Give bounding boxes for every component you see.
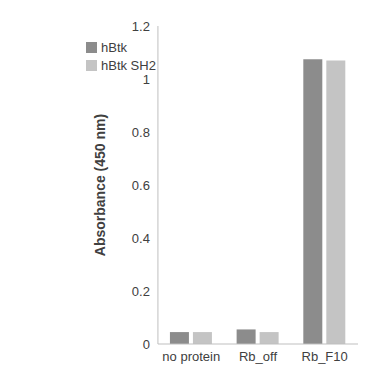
svg-text:1: 1 xyxy=(143,72,150,87)
svg-text:0.6: 0.6 xyxy=(132,178,150,193)
svg-text:0.2: 0.2 xyxy=(132,284,150,299)
svg-text:0.8: 0.8 xyxy=(132,125,150,140)
svg-text:0: 0 xyxy=(143,337,150,352)
svg-text:Absorbance (450 nm): Absorbance (450 nm) xyxy=(92,114,108,256)
svg-text:no protein: no protein xyxy=(162,349,220,364)
svg-text:0.4: 0.4 xyxy=(132,231,150,246)
svg-text:Rb_F10: Rb_F10 xyxy=(302,349,348,364)
html-text:hBtk: hBtk xyxy=(101,40,127,55)
svg-text:1.2: 1.2 xyxy=(132,19,150,34)
svg-text:Rb_off: Rb_off xyxy=(239,349,277,364)
html-text:hBtk SH2: hBtk SH2 xyxy=(101,58,156,73)
